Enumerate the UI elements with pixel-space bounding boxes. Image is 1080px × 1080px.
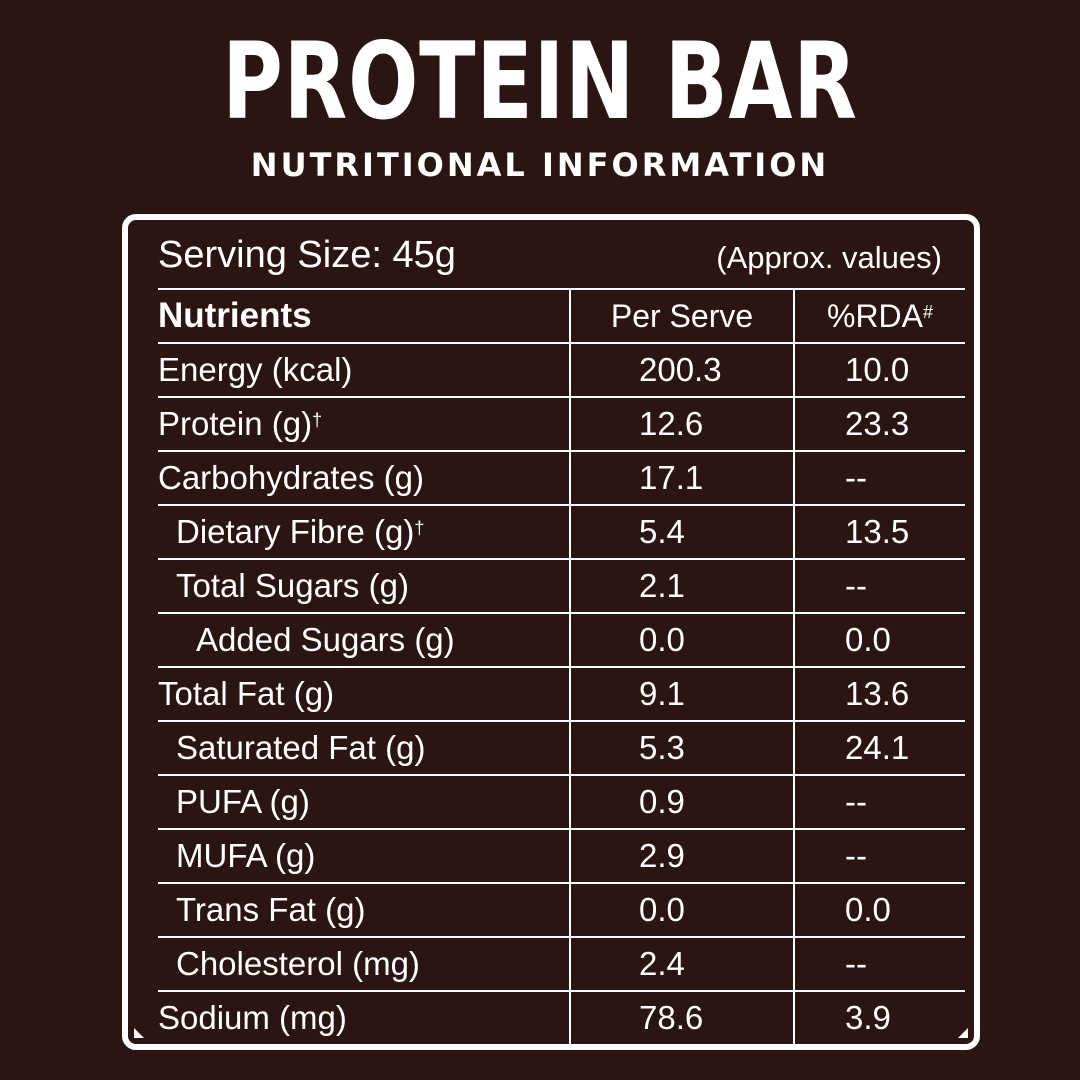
rda-value: 13.5 [793,504,965,559]
corner-mark-right [958,1028,968,1038]
rda-value: -- [793,450,965,505]
per-serve-value: 5.4 [569,504,794,559]
table-row: PUFA (g) 0.9 -- [158,774,965,829]
nutrient-name: Energy (kcal) [158,342,570,397]
rda-value: 10.0 [793,342,965,397]
serving-size-row: Serving Size: 45g (Approx. values) [128,220,974,288]
corner-mark-left [134,1028,144,1038]
per-serve-value: 5.3 [569,720,794,775]
rda-value: 0.0 [793,882,965,937]
rda-value: -- [793,828,965,883]
nutrient-name: Dietary Fibre (g)† [158,504,570,559]
page-subtitle: NUTRITIONAL INFORMATION [250,146,830,184]
nutrient-name-text: Added Sugars (g) [196,621,455,658]
column-header-nutrients: Nutrients [158,288,570,343]
per-serve-value: 0.0 [569,612,794,667]
table-body: Energy (kcal) 200.3 10.0 Protein (g)† 12.6 23… [158,342,965,1044]
per-serve-value: 0.0 [569,882,794,937]
serving-size-text: Serving Size: 45g [158,234,456,276]
table-header-row: Nutrients Per Serve %RDA# [158,288,965,343]
table-row: Trans Fat (g) 0.0 0.0 [158,882,965,937]
nutrient-name: Protein (g)† [158,396,570,451]
table-row: MUFA (g) 2.9 -- [158,828,965,883]
nutrient-name: Total Fat (g) [158,666,570,721]
table-row: Total Sugars (g) 2.1 -- [158,558,965,613]
page-title: PROTEIN BAR [222,20,858,143]
nutrient-name-text: MUFA (g) [176,837,316,874]
per-serve-value: 78.6 [569,990,794,1044]
column-header-rda: %RDA# [793,288,965,343]
per-serve-value: 2.1 [569,558,794,613]
table-row: Sodium (mg) 78.6 3.9 [158,990,965,1044]
nutrient-name-text: Total Sugars (g) [176,567,409,604]
rda-value: 23.3 [793,396,965,451]
nutrition-table: Nutrients Per Serve %RDA# Energy (kcal) 2… [158,288,965,1044]
nutrient-name-text: Protein (g) [158,405,313,442]
column-header-per-serve: Per Serve [569,288,794,343]
nutrient-name-text: Carbohydrates (g) [158,459,424,496]
nutrient-name: PUFA (g) [158,774,570,829]
per-serve-value: 2.9 [569,828,794,883]
nutrient-name-text: Dietary Fibre (g) [176,513,415,550]
rda-value: -- [793,558,965,613]
table-row: Total Fat (g) 9.1 13.6 [158,666,965,721]
nutrient-name: MUFA (g) [158,828,570,883]
table-row: Energy (kcal) 200.3 10.0 [158,342,965,397]
nutrient-name: Saturated Fat (g) [158,720,570,775]
nutrient-name: Trans Fat (g) [158,882,570,937]
footnote-mark: † [312,410,323,430]
table-row: Cholesterol (mg) 2.4 -- [158,936,965,991]
nutrient-name: Sodium (mg) [158,990,570,1044]
per-serve-value: 0.9 [569,774,794,829]
rda-value: -- [793,774,965,829]
nutrient-name-text: PUFA (g) [176,783,310,820]
rda-header-text: %RDA [826,298,923,334]
nutrient-name: Cholesterol (mg) [158,936,570,991]
table-row: Added Sugars (g) 0.0 0.0 [158,612,965,667]
rda-footnote-mark: # [923,302,934,322]
rda-value: 24.1 [793,720,965,775]
footnote-mark: † [414,518,425,538]
nutrient-name: Total Sugars (g) [158,558,570,613]
table-row: Dietary Fibre (g)† 5.4 13.5 [158,504,965,559]
rda-value: 0.0 [793,612,965,667]
table-row: Carbohydrates (g) 17.1 -- [158,450,965,505]
nutrient-name: Added Sugars (g) [158,612,570,667]
per-serve-value: 12.6 [569,396,794,451]
nutrient-name-text: Saturated Fat (g) [176,729,426,766]
per-serve-value: 2.4 [569,936,794,991]
rda-value: 13.6 [793,666,965,721]
table-row: Protein (g)† 12.6 23.3 [158,396,965,451]
approx-values-note: (Approx. values) [716,240,942,275]
per-serve-value: 200.3 [569,342,794,397]
nutrient-name-text: Sodium (mg) [158,999,347,1036]
rda-value: 3.9 [793,990,965,1044]
nutrient-name-text: Trans Fat (g) [176,891,366,928]
nutrient-name: Carbohydrates (g) [158,450,570,505]
nutrient-name-text: Cholesterol (mg) [176,945,420,982]
nutrient-name-text: Energy (kcal) [158,351,353,388]
per-serve-value: 9.1 [569,666,794,721]
nutrient-name-text: Total Fat (g) [158,675,335,712]
per-serve-value: 17.1 [569,450,794,505]
table-row: Saturated Fat (g) 5.3 24.1 [158,720,965,775]
nutrition-label-panel: Serving Size: 45g (Approx. values) Nutri… [122,214,980,1050]
rda-value: -- [793,936,965,991]
